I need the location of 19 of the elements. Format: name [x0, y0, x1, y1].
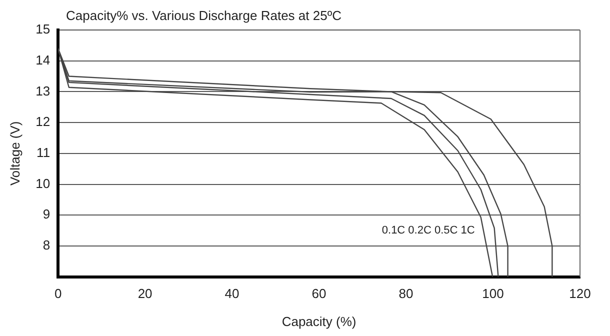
x-axis-title: Capacity (%): [282, 314, 356, 329]
x-tick-label: 60: [312, 286, 326, 302]
y-tick-label: 11: [36, 144, 50, 160]
y-tick-label: 12: [36, 114, 50, 130]
y-tick-label: 13: [36, 83, 50, 98]
y-tick-label: 9: [42, 206, 50, 222]
text: 0.1C 0.2C 0.5C 1C: [382, 224, 475, 237]
x-tick-label: 20: [138, 286, 152, 302]
x-tick-label: 80: [398, 286, 414, 302]
x-tick-label: 100: [482, 286, 504, 302]
y-axis-title: Voltage (V): [7, 121, 22, 186]
y-tick-label: 8: [42, 238, 50, 253]
chart-title: Capacity% vs. Various Discharge Rates at 25ºC: [66, 8, 342, 23]
y-tick-label: 15: [36, 22, 50, 37]
y-tick-label: 10: [36, 176, 50, 191]
x-tick-label: 120: [569, 286, 591, 302]
x-tick-label: 40: [224, 286, 240, 302]
x-tick-label: 0: [54, 286, 62, 302]
y-tick-label: 14: [36, 52, 50, 68]
